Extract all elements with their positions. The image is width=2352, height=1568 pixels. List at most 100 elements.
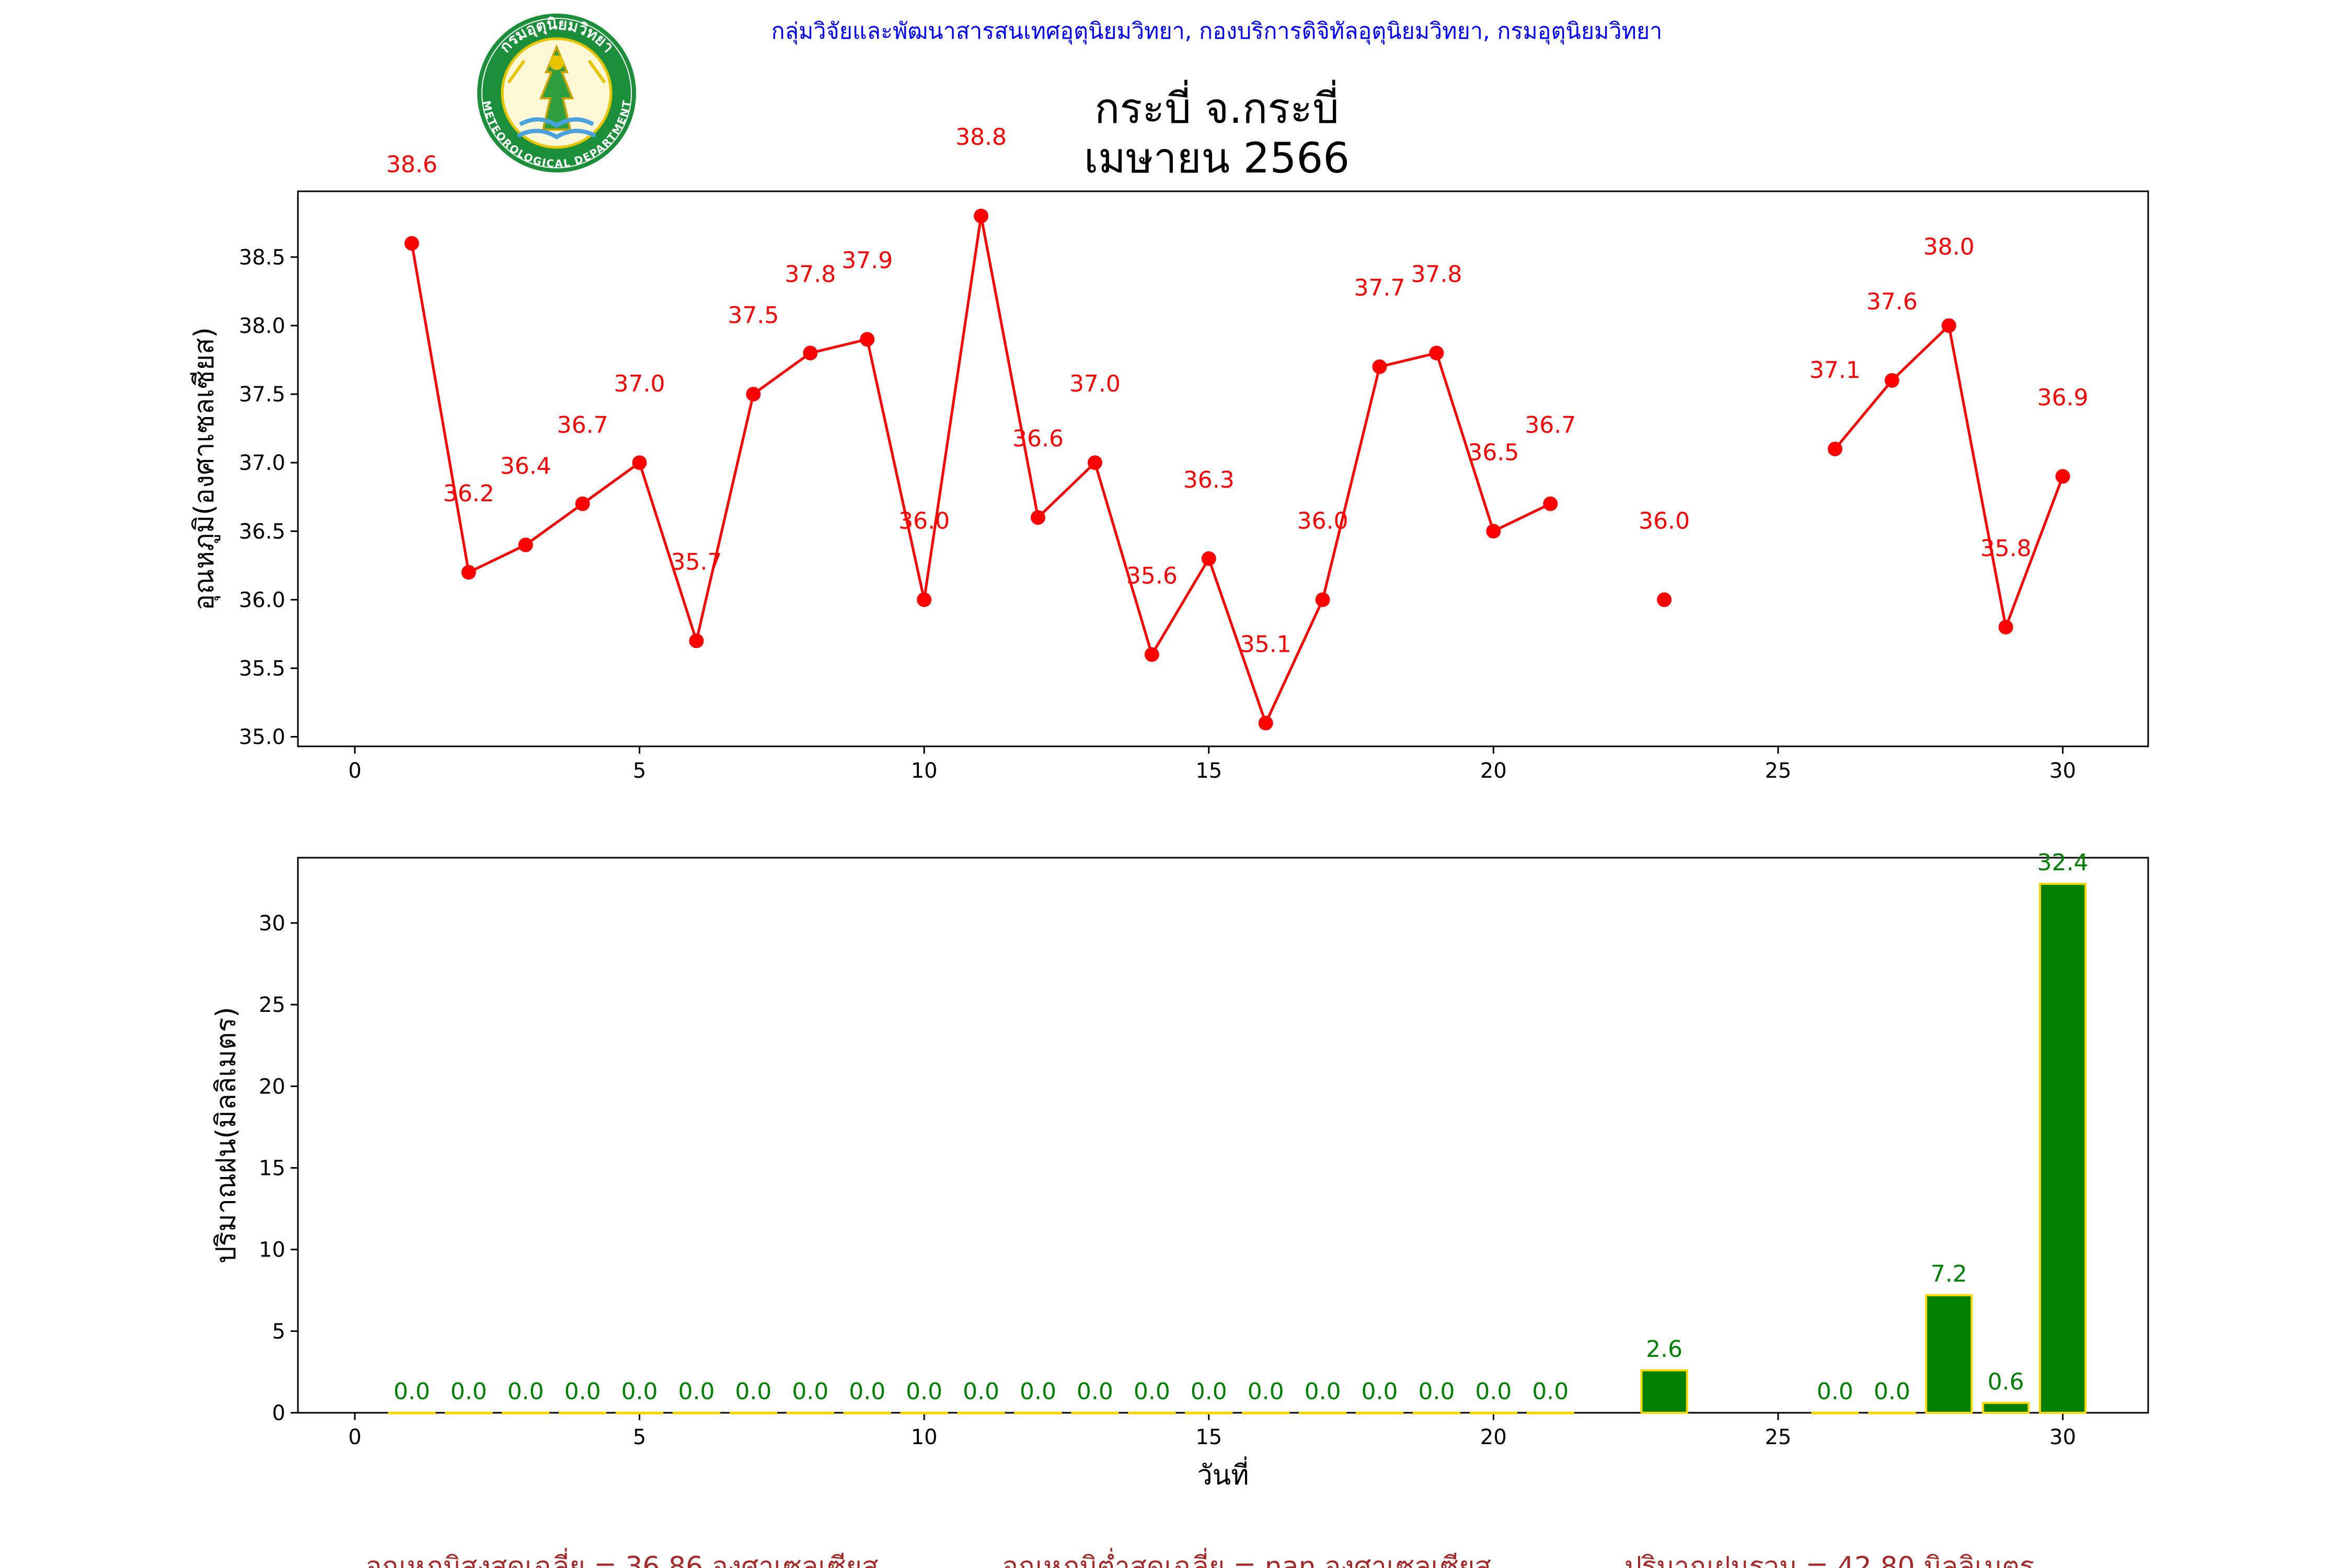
rainfall-value-label: 0.0 <box>735 1378 771 1405</box>
temperature-value-label: 36.2 <box>443 480 494 507</box>
rainfall-plot-area <box>297 857 2149 1414</box>
temperature-point <box>1372 359 1387 374</box>
temperature-value-label: 37.7 <box>1354 275 1405 302</box>
temperature-x-tick-label: 0 <box>348 759 361 783</box>
department-logo: กรมอุตุนิยมวิทยา METEOROLOGICAL DEPARTME… <box>477 14 636 172</box>
rainfall-value-label: 0.0 <box>963 1378 999 1405</box>
temperature-value-label: 36.3 <box>1183 467 1235 493</box>
temperature-x-tick-label: 25 <box>1765 759 1792 783</box>
chart-title-month: เมษายน 2566 <box>1084 134 1350 182</box>
temperature-x-tick-label: 30 <box>2049 759 2076 783</box>
rainfall-x-tick-label: 30 <box>2049 1425 2076 1449</box>
temperature-y-tick-label: 35.0 <box>239 725 285 750</box>
temperature-point <box>518 537 533 552</box>
avg-max-temp-summary: อุณหภูมิสูงสุดเฉลี่ย = 36.86 องศาเซลเซีย… <box>365 1548 879 1568</box>
rainfall-value-label: 0.0 <box>678 1378 714 1405</box>
temperature-y-tick-label: 38.5 <box>239 246 285 270</box>
temperature-y-tick-label: 38.0 <box>239 314 285 338</box>
rainfall-y-tick-label: 20 <box>259 1075 285 1099</box>
rainfall-value-label: 0.0 <box>451 1378 487 1405</box>
rainfall-value-label: 0.0 <box>508 1378 544 1405</box>
rainfall-value-label: 0.0 <box>906 1378 942 1405</box>
rainfall-x-tick-label: 25 <box>1765 1425 1792 1449</box>
rainfall-x-label: วันที่ <box>1197 1456 1249 1491</box>
rainfall-bar <box>1925 1294 1973 1414</box>
rainfall-x-tick-label: 5 <box>633 1425 646 1449</box>
temperature-value-label: 35.8 <box>1980 535 2032 562</box>
rainfall-value-label: 0.0 <box>1874 1378 1910 1405</box>
temperature-x-tick-label: 20 <box>1480 759 1507 783</box>
rainfall-y-tick-label: 0 <box>272 1401 285 1425</box>
rainfall-bar <box>1640 1369 1688 1414</box>
temperature-point <box>1201 551 1216 566</box>
temperature-point <box>461 564 476 580</box>
temperature-y-tick-label: 36.0 <box>239 588 285 612</box>
temperature-x-tick-label: 5 <box>633 759 646 783</box>
temperature-point <box>1087 455 1102 470</box>
rainfall-value-label: 7.2 <box>1931 1261 1967 1287</box>
temperature-point <box>632 455 647 470</box>
avg-min-temp-summary: อุณหภูมิต่ำสุดเฉลี่ย = nan องศาเซลเซียส <box>1002 1548 1491 1568</box>
temperature-value-label: 36.0 <box>898 508 950 534</box>
rainfall-data-labels: 0.0 0.0 0.0 0.0 0.0 0.0 0.0 0.0 0.0 0.0 0.0 0.0 0.0 0… <box>394 849 2089 1405</box>
temperature-point <box>860 332 875 347</box>
temperature-value-label: 36.7 <box>1525 412 1576 439</box>
temperature-value-label: 36.0 <box>1297 508 1348 534</box>
temperature-point <box>917 592 932 607</box>
temperature-value-label: 35.1 <box>1240 631 1292 658</box>
rainfall-x-tick-label: 15 <box>1195 1425 1222 1449</box>
temperature-point <box>1827 441 1842 456</box>
temperature-value-label: 37.5 <box>728 302 779 329</box>
rainfall-x-tick-label: 10 <box>911 1425 938 1449</box>
rainfall-value-label: 0.0 <box>564 1378 601 1405</box>
temperature-value-label: 38.0 <box>1923 234 1975 260</box>
temperature-x-axis: 0 5 10 15 20 25 30 <box>348 746 2076 783</box>
temperature-series <box>404 209 2070 731</box>
rainfall-value-label: 0.0 <box>1418 1378 1455 1405</box>
rainfall-y-axis: 0 5 10 15 20 25 30 <box>259 912 298 1425</box>
temperature-value-label: 38.8 <box>955 124 1007 151</box>
rainfall-y-tick-label: 25 <box>259 993 285 1017</box>
temperature-value-label: 36.5 <box>1468 439 1519 466</box>
rainfall-value-label: 2.6 <box>1646 1336 1682 1363</box>
rainfall-value-label: 0.0 <box>1191 1378 1227 1405</box>
temperature-point <box>1486 524 1501 539</box>
temperature-value-label: 37.6 <box>1866 289 1918 315</box>
rainfall-value-label: 0.0 <box>1305 1378 1341 1405</box>
temperature-value-label: 36.4 <box>500 453 551 480</box>
rainfall-y-tick-label: 30 <box>259 912 285 936</box>
rainfall-y-tick-label: 15 <box>259 1156 285 1180</box>
temperature-point <box>1429 345 1444 361</box>
rainfall-x-tick-label: 20 <box>1480 1425 1507 1449</box>
temperature-y-label: อุณหภูมิ(องศาเซลเซียส) <box>189 327 221 610</box>
temperature-data-labels: 38.636.236.436.737.035.737.537.837.936.0… <box>386 124 2089 658</box>
rainfall-value-label: 0.0 <box>792 1378 828 1405</box>
rainfall-x-tick-label: 0 <box>348 1425 361 1449</box>
rainfall-value-label: 0.6 <box>1988 1368 2024 1395</box>
temperature-point <box>1657 592 1672 607</box>
temperature-value-label: 36.0 <box>1639 508 1690 534</box>
rainfall-value-label: 0.0 <box>394 1378 430 1405</box>
temperature-value-label: 38.6 <box>386 152 437 178</box>
temperature-x-tick-label: 15 <box>1195 759 1222 783</box>
temperature-value-label: 37.9 <box>841 247 893 274</box>
rainfall-bar <box>2039 882 2087 1414</box>
temperature-value-label: 36.7 <box>557 412 608 439</box>
rainfall-bar <box>1982 1402 2030 1414</box>
rainfall-bars <box>388 882 2087 1414</box>
rainfall-value-label: 0.0 <box>1020 1378 1056 1405</box>
temperature-value-label: 37.8 <box>785 261 836 287</box>
rainfall-y-tick-label: 10 <box>259 1238 285 1262</box>
temperature-point <box>575 496 590 511</box>
rainfall-value-label: 0.0 <box>621 1378 658 1405</box>
rainfall-value-label: 0.0 <box>1362 1378 1398 1405</box>
chart-title-location: กระบี่ จ.กระบี่ <box>1094 80 1339 133</box>
rainfall-value-label: 0.0 <box>1817 1378 1853 1405</box>
temperature-point <box>404 236 419 251</box>
temperature-point <box>2055 469 2070 484</box>
temperature-point <box>1941 318 1956 333</box>
temperature-point <box>746 387 761 402</box>
rainfall-value-label: 0.0 <box>1532 1378 1569 1405</box>
